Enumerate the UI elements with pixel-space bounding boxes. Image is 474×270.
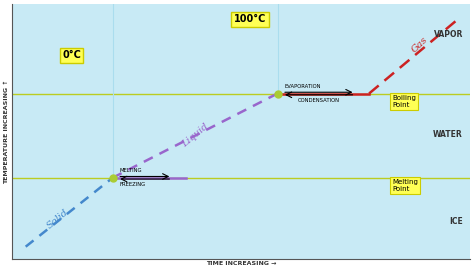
Text: 100°C: 100°C [234, 15, 266, 25]
Text: ICE: ICE [449, 217, 463, 226]
Text: Liquid: Liquid [180, 122, 210, 149]
Text: Solid: Solid [45, 207, 70, 230]
Text: CONDENSATION: CONDENSATION [298, 98, 340, 103]
Text: Gas: Gas [410, 35, 429, 55]
Y-axis label: TEMPERATURE INCREASING ↑: TEMPERATURE INCREASING ↑ [4, 80, 9, 184]
Text: 0°C: 0°C [62, 50, 81, 60]
Text: EVAPORATION: EVAPORATION [284, 84, 321, 89]
Text: Melting
Point: Melting Point [392, 179, 418, 192]
Text: Boiling
Point: Boiling Point [392, 95, 416, 108]
Text: WATER: WATER [433, 130, 463, 139]
Text: VAPOR: VAPOR [434, 30, 463, 39]
Text: FREEZING: FREEZING [119, 182, 146, 187]
Text: MELTING: MELTING [119, 168, 142, 173]
X-axis label: TIME INCREASING →: TIME INCREASING → [206, 261, 276, 266]
